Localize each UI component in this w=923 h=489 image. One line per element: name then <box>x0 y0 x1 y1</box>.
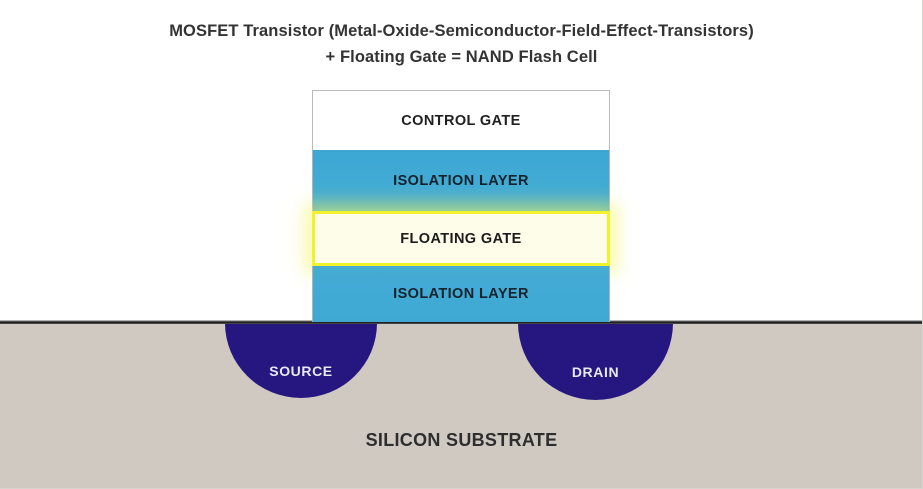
diagram-title: MOSFET Transistor (Metal-Oxide-Semicondu… <box>0 18 922 70</box>
silicon-substrate-body <box>0 324 922 488</box>
layer-isolation-top-label: ISOLATION LAYER <box>393 172 529 189</box>
layer-control-gate-label: CONTROL GATE <box>401 112 521 129</box>
title-line-2: + Floating Gate = NAND Flash Cell <box>325 48 598 66</box>
layer-isolation-bottom: ISOLATION LAYER <box>312 266 610 322</box>
layer-isolation-bottom-label: ISOLATION LAYER <box>393 286 529 302</box>
source-label: SOURCE <box>269 363 333 379</box>
layer-control-gate: CONTROL GATE <box>312 90 610 150</box>
silicon-substrate-label: SILICON SUBSTRATE <box>365 430 558 450</box>
gate-stack: CONTROL GATE ISOLATION LAYER FLOATING GA… <box>312 90 610 322</box>
substrate-surface-line <box>0 320 922 324</box>
layer-floating-gate-label: FLOATING GATE <box>400 230 522 247</box>
title-line-1: MOSFET Transistor (Metal-Oxide-Semicondu… <box>169 22 754 40</box>
layer-floating-gate: FLOATING GATE <box>312 211 610 266</box>
layer-isolation-top: ISOLATION LAYER <box>312 150 610 211</box>
drain-label: DRAIN <box>571 364 620 380</box>
